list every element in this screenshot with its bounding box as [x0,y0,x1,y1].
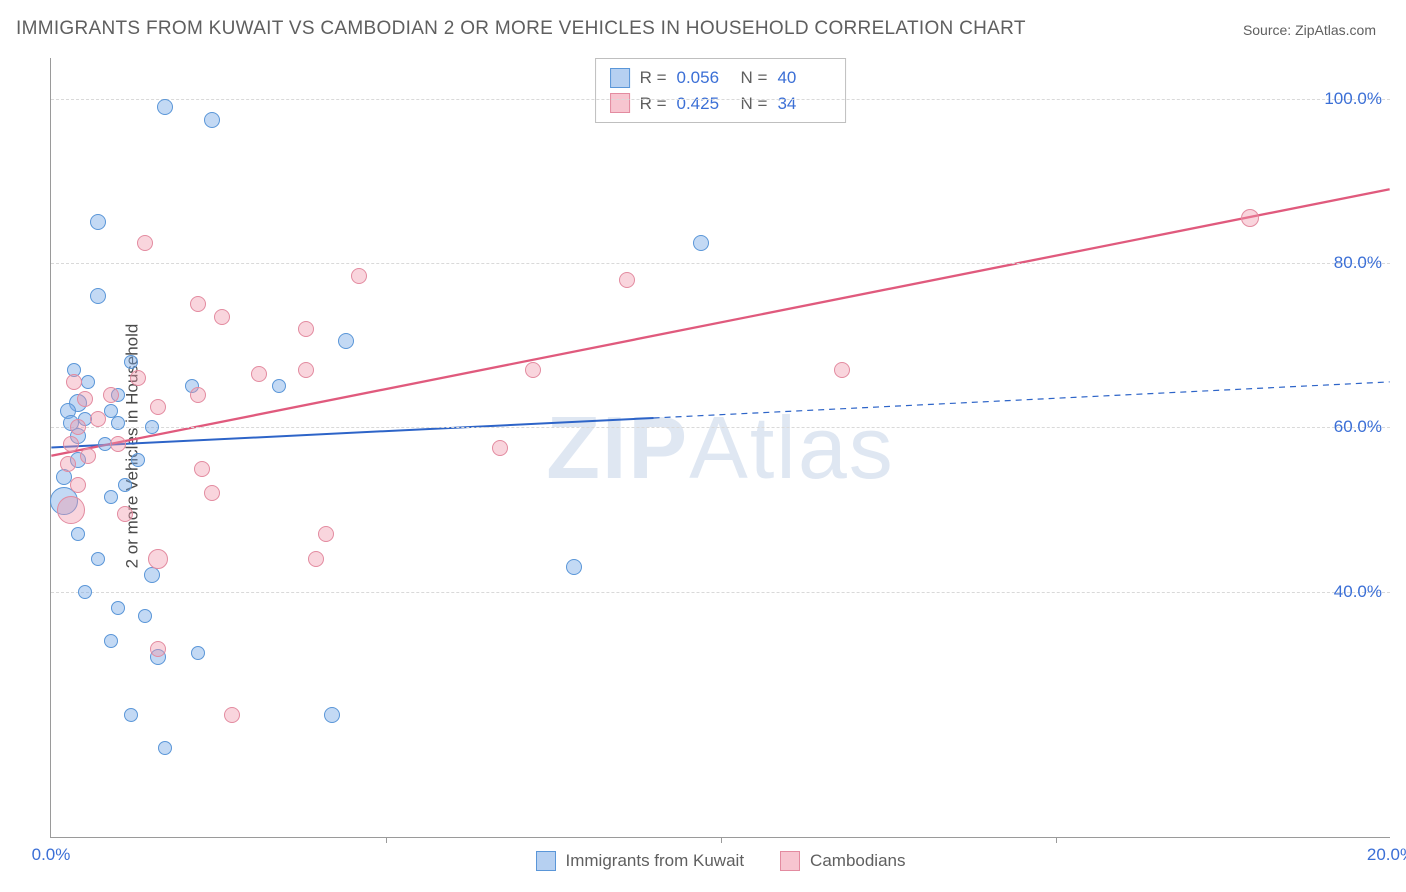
data-point [137,235,153,251]
scatter-plot: ZIPAtlas R =0.056N =40R =0.425N =34 Immi… [50,58,1390,838]
legend-stat-row: R =0.056N =40 [610,65,832,91]
data-point [324,707,340,723]
data-point [66,374,82,390]
data-point [351,268,367,284]
data-point [214,309,230,325]
legend-swatch [610,68,630,88]
legend-swatch [536,851,556,871]
data-point [145,420,159,434]
data-point [190,296,206,312]
legend-swatch [780,851,800,871]
data-point [150,399,166,415]
legend-stat-row: R =0.425N =34 [610,91,832,117]
data-point [81,375,95,389]
data-point [525,362,541,378]
data-point [298,362,314,378]
legend-label: Immigrants from Kuwait [566,851,745,871]
data-point [619,272,635,288]
data-point [104,490,118,504]
data-point [190,387,206,403]
x-tick-label: 0.0% [32,845,71,865]
watermark: ZIPAtlas [546,397,895,499]
data-point [338,333,354,349]
legend-stats: R =0.056N =40R =0.425N =34 [595,58,847,123]
data-point [158,741,172,755]
legend-item: Cambodians [780,851,905,871]
y-tick-label: 60.0% [1334,417,1382,437]
data-point [111,416,125,430]
source-label: Source: ZipAtlas.com [1243,22,1376,38]
data-point [110,436,126,452]
data-point [57,496,85,524]
data-point [77,391,93,407]
legend-series: Immigrants from Kuwait Cambodians [536,851,906,871]
data-point [693,235,709,251]
data-point [204,112,220,128]
y-tick-label: 100.0% [1324,89,1382,109]
trend-lines [51,58,1390,837]
gridline [51,427,1390,428]
data-point [144,567,160,583]
data-point [118,478,132,492]
x-tick-label: 20.0% [1367,845,1406,865]
data-point [111,601,125,615]
data-point [91,552,105,566]
data-point [298,321,314,337]
gridline [51,592,1390,593]
data-point [80,448,96,464]
data-point [191,646,205,660]
data-point [70,419,86,435]
y-tick-label: 40.0% [1334,582,1382,602]
data-point [204,485,220,501]
data-point [148,549,168,569]
data-point [78,585,92,599]
data-point [104,634,118,648]
data-point [90,288,106,304]
x-minor-tick [1056,837,1057,843]
data-point [251,366,267,382]
data-point [272,379,286,393]
data-point [308,551,324,567]
gridline [51,263,1390,264]
data-point [117,506,133,522]
gridline [51,99,1390,100]
data-point [90,411,106,427]
x-minor-tick [386,837,387,843]
data-point [131,453,145,467]
data-point [130,370,146,386]
data-point [834,362,850,378]
legend-swatch [610,93,630,113]
data-point [124,708,138,722]
data-point [70,477,86,493]
chart-title: IMMIGRANTS FROM KUWAIT VS CAMBODIAN 2 OR… [16,18,1026,40]
data-point [104,404,118,418]
x-minor-tick [721,837,722,843]
data-point [124,355,138,369]
data-point [318,526,334,542]
data-point [103,387,119,403]
data-point [138,609,152,623]
legend-item: Immigrants from Kuwait [536,851,745,871]
data-point [194,461,210,477]
data-point [224,707,240,723]
data-point [60,456,76,472]
data-point [492,440,508,456]
data-point [157,99,173,115]
data-point [71,527,85,541]
data-point [566,559,582,575]
legend-label: Cambodians [810,851,905,871]
data-point [90,214,106,230]
y-tick-label: 80.0% [1334,253,1382,273]
data-point [1241,209,1259,227]
data-point [63,436,79,452]
data-point [150,641,166,657]
